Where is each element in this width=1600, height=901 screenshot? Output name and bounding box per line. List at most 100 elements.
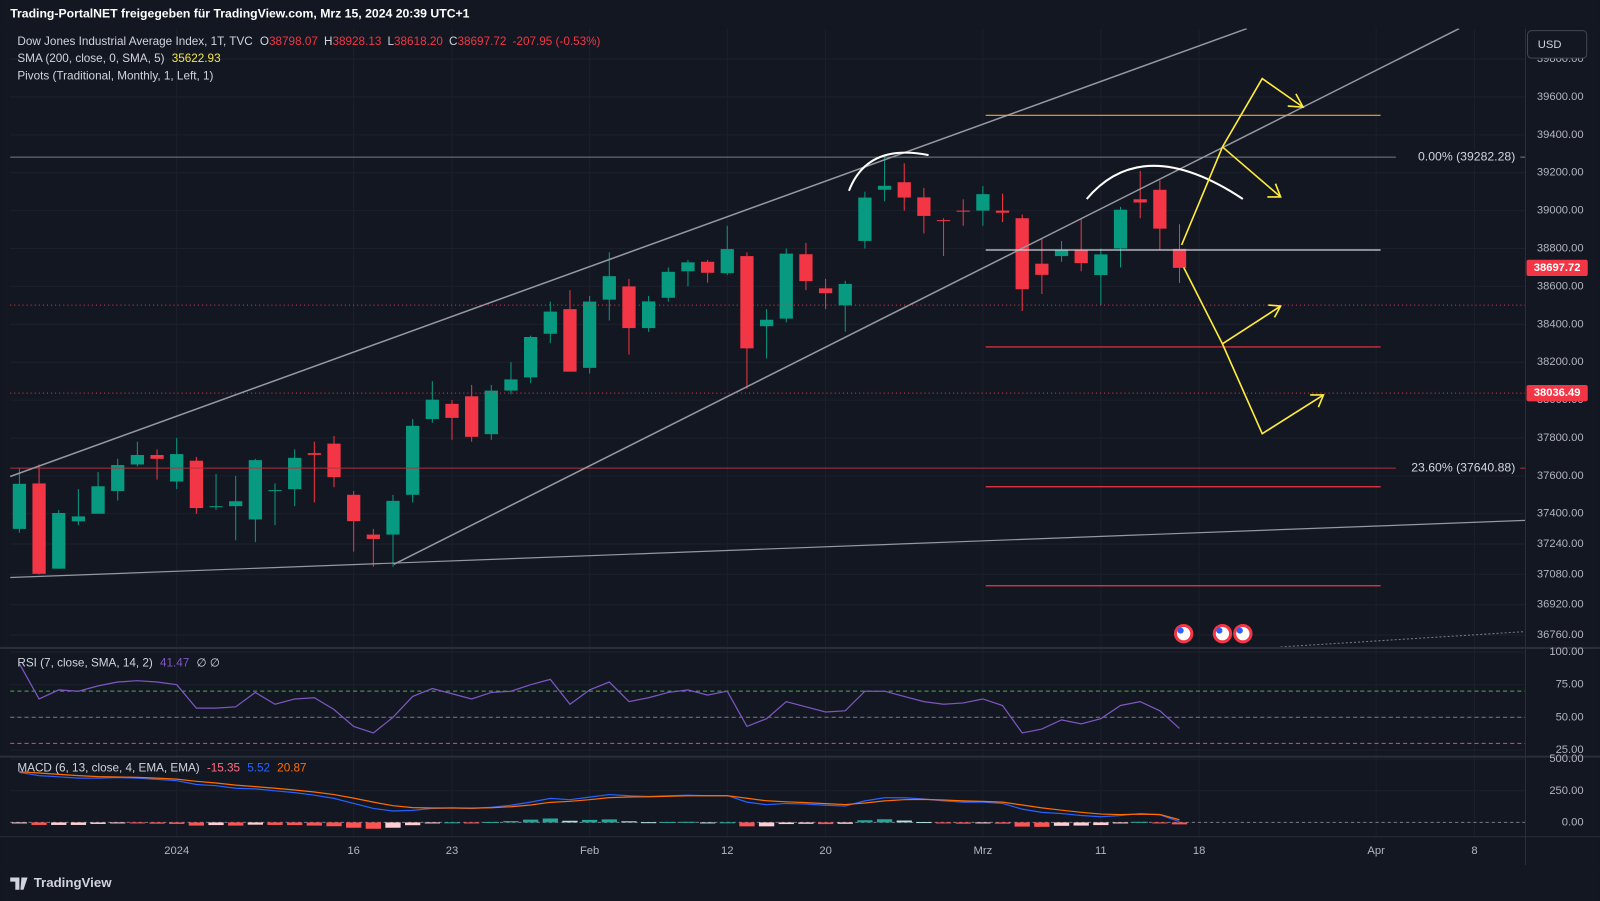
histogram-bar (994, 822, 1011, 824)
candle-body (347, 494, 361, 522)
histogram-bar (267, 822, 283, 825)
y-tick-label: 39200.00 (1537, 167, 1584, 179)
candle-body (484, 390, 498, 435)
histogram-bar (149, 822, 165, 824)
trend-line (10, 519, 1526, 579)
y-tick-label: 36920.00 (1537, 599, 1584, 611)
y-tick-label: 38600.00 (1537, 280, 1584, 292)
candle-body (1035, 263, 1049, 275)
candle-body (111, 465, 125, 492)
candle-body (288, 457, 302, 490)
currency-label[interactable]: USD (1538, 39, 1562, 51)
candle-body (32, 483, 46, 574)
channel-line (9, 27, 1248, 478)
histogram-bar (70, 822, 87, 825)
histogram-bar (601, 819, 617, 823)
candle-body (1015, 218, 1029, 290)
arrow-head (1268, 304, 1282, 318)
indicator-value: 5.52 (247, 761, 270, 774)
x-tick-label: 20 (819, 845, 831, 857)
candle-body (386, 500, 400, 535)
histogram-bar (522, 819, 539, 823)
rsi-legend: RSI (7, close, SMA, 14, 2) 41.47 ∅ ∅ (17, 656, 220, 669)
candle-body (504, 379, 518, 391)
histogram-bar (385, 822, 401, 828)
fib-label: 23.60% (37640.88) (1411, 460, 1515, 474)
top-bar (0, 0, 1600, 29)
histogram-bar (621, 821, 637, 823)
candle-body (740, 256, 754, 349)
arrow-head (1267, 183, 1282, 198)
candle-body (12, 483, 27, 529)
candle-body (465, 396, 479, 437)
histogram-bar (463, 822, 480, 824)
histogram-bar (208, 822, 224, 826)
currency-button[interactable] (1527, 30, 1588, 59)
histogram-bar (444, 822, 460, 824)
arc (848, 151, 929, 192)
x-tick-label: Feb (580, 845, 599, 857)
candle-body (936, 220, 951, 222)
candle-body (622, 286, 636, 329)
ohlc-value: 38697.72 (458, 35, 507, 48)
fib-label-bg (1395, 150, 1521, 165)
x-tick-label: 2024 (164, 845, 189, 857)
indicator-value: 20.87 (277, 761, 306, 774)
bottom-bar (0, 865, 1600, 901)
candle-body (425, 399, 439, 420)
histogram-bar (110, 822, 126, 824)
candle-body (641, 301, 656, 329)
macd-legend: MACD (6, 13, close, 4, EMA, EMA) -15.35 5.… (17, 761, 306, 774)
ohlc-prefix: L (388, 35, 395, 48)
candle-body (91, 486, 105, 514)
histogram-bar (758, 822, 775, 827)
histogram-bar (1112, 822, 1129, 824)
event-icon (1173, 623, 1194, 644)
event-icon-flag (1236, 627, 1243, 634)
scenario-arrows (1180, 77, 1325, 435)
y-tick-label: 37600.00 (1537, 470, 1584, 482)
fib-label: 0.00% (39282.28) (1418, 149, 1515, 163)
last-price-label: 38697.72 (1534, 262, 1581, 274)
histogram-bar (1034, 822, 1050, 827)
candle-body (799, 254, 813, 282)
histogram-bar (1171, 822, 1188, 825)
histogram-bar (699, 822, 716, 824)
x-tick-label: 12 (721, 845, 733, 857)
candle-body (897, 182, 911, 198)
indicator-line (18, 663, 1180, 734)
y-tick-label: 500.00 (1549, 753, 1583, 765)
candle-body (700, 261, 715, 273)
ohlc-value: 38618.20 (394, 35, 443, 48)
change: -207.95 (-0.53%) (513, 35, 601, 48)
candle-body (779, 253, 793, 319)
histogram-bar (857, 820, 873, 823)
candle-body (71, 516, 86, 522)
histogram-bar (287, 822, 303, 826)
histogram-bar (640, 822, 657, 824)
y-tick-label: 25.00 (1556, 744, 1584, 756)
y-tick-label: 100.00 (1549, 646, 1583, 658)
event-icon (1212, 623, 1233, 644)
histogram-bar (1073, 822, 1089, 826)
histogram-bar (1093, 822, 1109, 826)
y-tick-label: 38400.00 (1537, 318, 1584, 330)
candle-body (818, 288, 833, 294)
arrow-path (1180, 77, 1304, 246)
x-tick-label: Apr (1367, 845, 1385, 857)
histogram-bar (739, 822, 755, 827)
price-axis-background (1525, 28, 1600, 866)
indicator-value: -15.35 (207, 761, 241, 774)
arrow-path (1221, 343, 1324, 435)
histogram-bar (483, 821, 499, 823)
histogram-bar (11, 822, 28, 824)
sma-legend: SMA (200, close, 0, SMA, 5) 35622.93 (17, 52, 220, 65)
candle-body (1113, 209, 1128, 249)
y-tick-label: 37800.00 (1537, 432, 1584, 444)
candle-body (524, 336, 538, 378)
y-tick-label: 39600.00 (1537, 91, 1584, 103)
candle-body (406, 425, 420, 495)
histogram-bar (1014, 822, 1030, 827)
fib-label-bg (1395, 460, 1521, 476)
